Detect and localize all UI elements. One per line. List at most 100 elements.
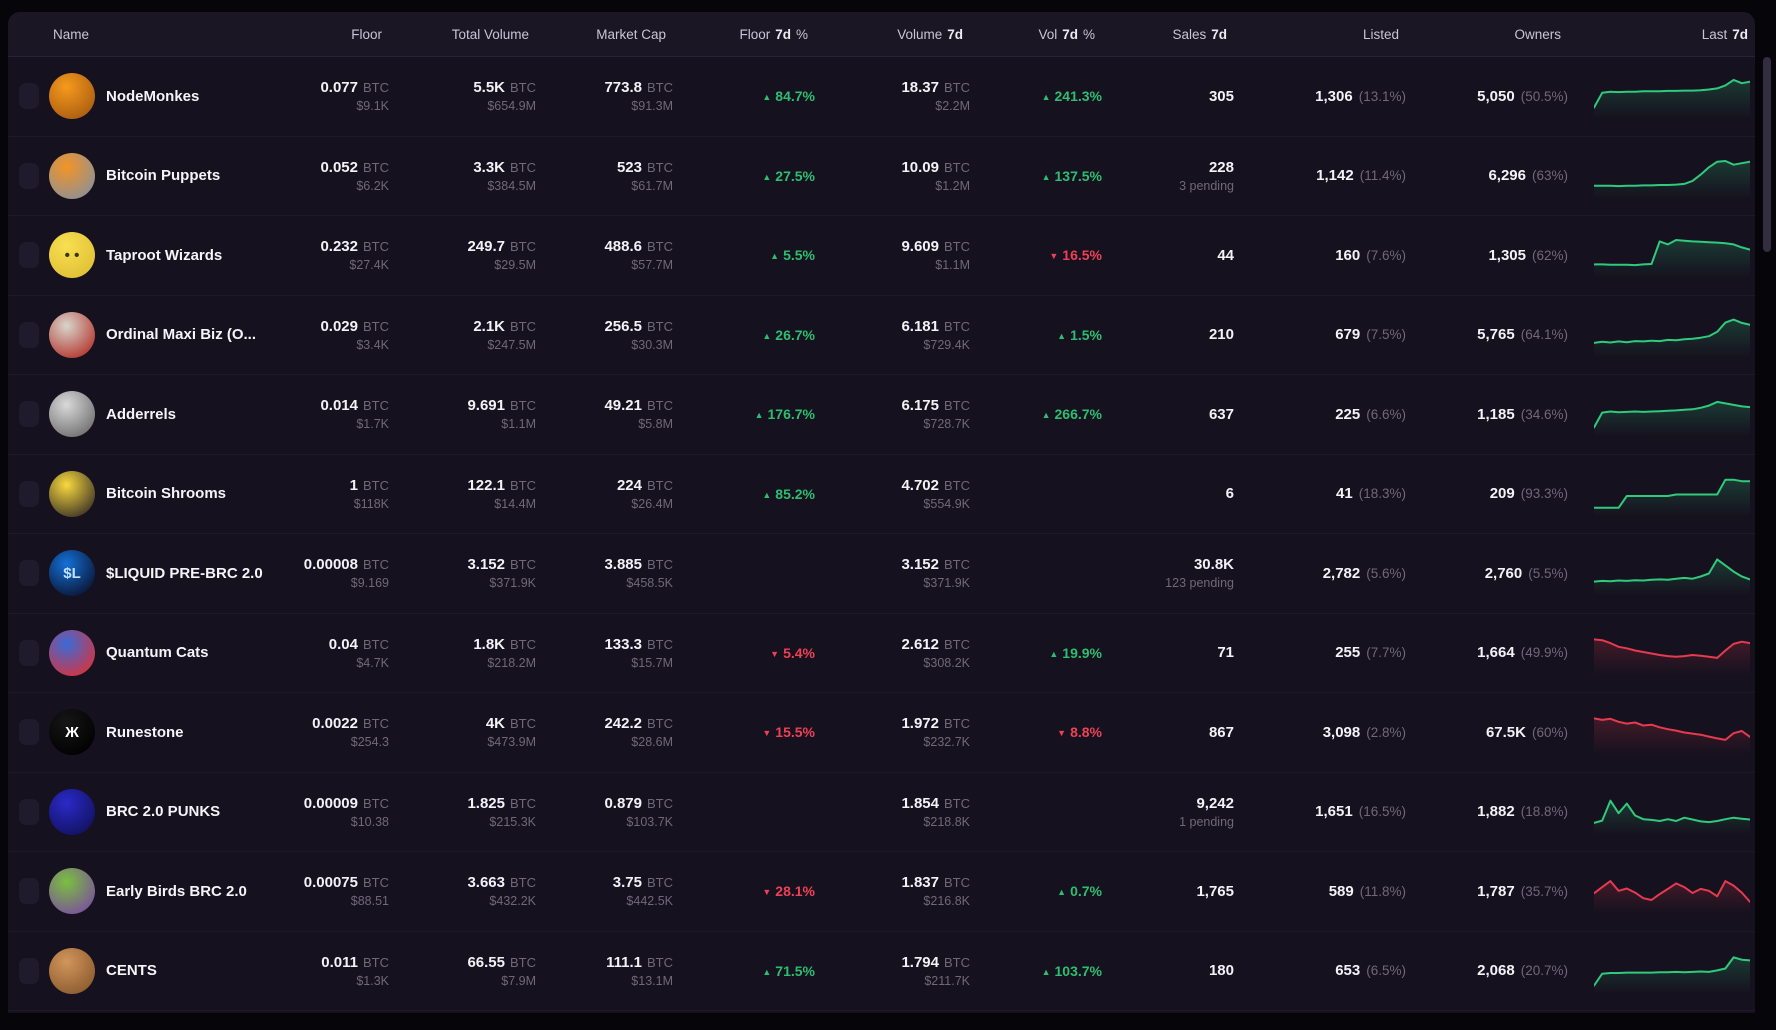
column-header[interactable]: Volume 7d [815, 12, 970, 56]
vol-7d-pct-cell: ▲ 266.7% [1041, 406, 1102, 423]
row-checkbox[interactable] [18, 560, 39, 587]
row-checkbox[interactable] [18, 798, 39, 825]
collection-name[interactable]: Bitcoin Puppets [106, 167, 221, 185]
table-row[interactable]: CENTS 0.011 BTC $1.3K 66.55 BTC $7.9M 111.… [8, 931, 1755, 1011]
row-checkbox[interactable] [18, 480, 39, 507]
table-row[interactable]: Bitcoin Shrooms 1 BTC $118K 122.1 BTC $14.… [8, 454, 1755, 534]
row-checkbox[interactable] [18, 242, 39, 269]
total-volume-usd: $473.9M [487, 735, 536, 750]
floor-cell: 0.011 BTC $1.3K [321, 953, 389, 988]
vertical-scrollbar[interactable] [1763, 57, 1771, 252]
table-row[interactable]: NodeMonkes 0.077 BTC $9.1K 5.5K BTC $654.9… [8, 57, 1755, 137]
collection-name[interactable]: Adderrels [106, 405, 177, 423]
column-label-bold: 7d [1062, 26, 1078, 42]
table-row[interactable]: $L $LIQUID PRE-BRC 2.0 0.00008 BTC $9.169… [8, 534, 1755, 614]
column-header[interactable]: Listed [1234, 12, 1406, 56]
trend-arrow-icon: ▼ [762, 728, 772, 739]
table-row[interactable]: Ж Runestone 0.0022 BTC $254.3 4K BTC $473.… [8, 693, 1755, 773]
total-volume-usd: $29.5M [494, 258, 536, 273]
column-header[interactable]: Total Volume [389, 12, 536, 56]
total-volume-usd: $654.9M [487, 99, 536, 114]
row-checkbox[interactable] [18, 162, 39, 189]
trend-arrow-icon: ▲ [762, 171, 772, 182]
collection-avatar-image [49, 629, 95, 676]
market-cap-cell: 773.8 BTC $91.3M [604, 79, 673, 114]
table-row[interactable]: Early Birds BRC 2.0 0.00075 BTC $88.51 3.… [8, 852, 1755, 932]
floor-usd: $4.7K [356, 655, 389, 670]
listed-cell: 2,782 (5.6%) [1322, 564, 1406, 582]
total-volume-usd: $215.3K [489, 814, 536, 829]
sales-7d-cell: 30.8K 123 pending [1165, 556, 1234, 591]
row-checkbox[interactable] [18, 83, 39, 110]
row-checkbox[interactable] [18, 401, 39, 428]
collection-name[interactable]: Early Birds BRC 2.0 [106, 882, 247, 900]
listed-cell: 3,098 (2.8%) [1322, 723, 1406, 741]
table-row[interactable]: BRC 2.0 PUNKS 0.00009 BTC $10.38 1.825 BTC… [8, 772, 1755, 852]
owners-cell: 1,305 (62%) [1488, 246, 1568, 264]
column-header[interactable]: Last 7d [1568, 12, 1755, 56]
floor-7d-pct-cell: ▲ 5.5% [770, 247, 815, 264]
column-header-name[interactable]: Name [49, 12, 300, 56]
collection-name[interactable]: $LIQUID PRE-BRC 2.0 [106, 564, 263, 582]
total-volume-usd: $14.4M [494, 496, 536, 511]
row-checkbox[interactable] [18, 957, 39, 984]
trend-arrow-icon: ▲ [1041, 410, 1051, 421]
row-checkbox[interactable] [18, 639, 39, 666]
column-label: Floor [739, 26, 771, 42]
trend-arrow-icon: ▲ [1057, 887, 1067, 898]
collection-avatar-image [49, 470, 95, 517]
avatar-glyph: • • [64, 246, 80, 264]
price-sparkline-chart [1594, 799, 1750, 835]
volume-7d-cell: 2.612 BTC $308.2K [901, 635, 970, 670]
column-header[interactable]: Floor [300, 12, 389, 56]
collection-name[interactable]: NodeMonkes [106, 87, 200, 105]
volume-7d-usd: $2.2M [935, 99, 970, 114]
table-row[interactable]: Ordinal Maxi Biz (O... 0.029 BTC $3.4K 2.… [8, 295, 1755, 375]
table-body: NodeMonkes 0.077 BTC $9.1K 5.5K BTC $654.9… [8, 57, 1755, 1011]
column-header[interactable]: Market Cap [536, 12, 673, 56]
market-cap-usd: $26.4M [631, 496, 673, 511]
sales-7d-cell: 210 [1208, 326, 1234, 344]
floor-7d-pct-cell: ▲ 176.7% [754, 406, 815, 423]
owners-cell: 5,765 (64.1%) [1477, 326, 1568, 344]
floor-cell: 0.052 BTC $6.2K [320, 158, 389, 193]
volume-7d-cell: 1.854 BTC $218.8K [901, 794, 970, 829]
market-cap-cell: 49.21 BTC $5.8M [604, 397, 673, 432]
collection-name[interactable]: Bitcoin Shrooms [106, 485, 227, 503]
collection-name[interactable]: Runestone [106, 723, 184, 741]
collection-name[interactable]: Ordinal Maxi Biz (O... [106, 326, 257, 344]
listed-cell: 1,142 (11.4%) [1316, 167, 1406, 185]
floor-7d-pct-cell: ▲ 84.7% [762, 88, 815, 105]
price-sparkline-chart [1594, 717, 1750, 756]
column-label-suffix: % [1082, 26, 1095, 42]
price-sparkline-chart [1594, 401, 1750, 438]
table-row[interactable]: Bitcoin Puppets 0.052 BTC $6.2K 3.3K BTC $… [8, 136, 1755, 216]
vol-7d-pct-cell: ▲ 137.5% [1041, 167, 1102, 184]
row-checkbox[interactable] [18, 321, 39, 348]
total-volume-cell: 249.7 BTC $29.5M [467, 238, 536, 273]
collection-name[interactable]: BRC 2.0 PUNKS [106, 803, 221, 821]
row-checkbox[interactable] [18, 719, 39, 746]
listed-cell: 225 (6.6%) [1335, 405, 1406, 423]
price-sparkline-chart [1594, 956, 1750, 994]
price-sparkline-chart [1594, 79, 1750, 120]
collection-name[interactable]: Taproot Wizards [106, 246, 223, 264]
collection-name[interactable]: Quantum Cats [106, 644, 209, 662]
column-header[interactable]: Floor 7d % [673, 12, 815, 56]
trend-arrow-icon: ▲ [1049, 648, 1059, 659]
collection-name[interactable]: CENTS [106, 962, 157, 980]
owners-cell: 1,882 (18.8%) [1477, 803, 1568, 821]
floor-7d-pct-cell: ▼ 5.4% [770, 644, 815, 661]
column-header[interactable]: Vol 7d % [970, 12, 1102, 56]
collection-avatar-image [49, 152, 95, 199]
floor-7d-pct-cell: ▲ 27.5% [762, 167, 815, 184]
table-row[interactable]: Quantum Cats 0.04 BTC $4.7K 1.8K BTC $218.… [8, 613, 1755, 693]
floor-cell: 0.014 BTC $1.7K [320, 397, 389, 432]
market-cap-usd: $442.5K [626, 894, 673, 909]
sales-7d-cell: 637 [1208, 405, 1234, 423]
row-checkbox[interactable] [18, 878, 39, 905]
table-row[interactable]: Adderrels 0.014 BTC $1.7K 9.691 BTC $1.1M … [8, 375, 1755, 455]
column-header[interactable]: Owners [1406, 12, 1568, 56]
column-header[interactable]: Sales 7d [1102, 12, 1234, 56]
table-row[interactable]: • • Taproot Wizards 0.232 BTC $27.4K 249.… [8, 216, 1755, 296]
